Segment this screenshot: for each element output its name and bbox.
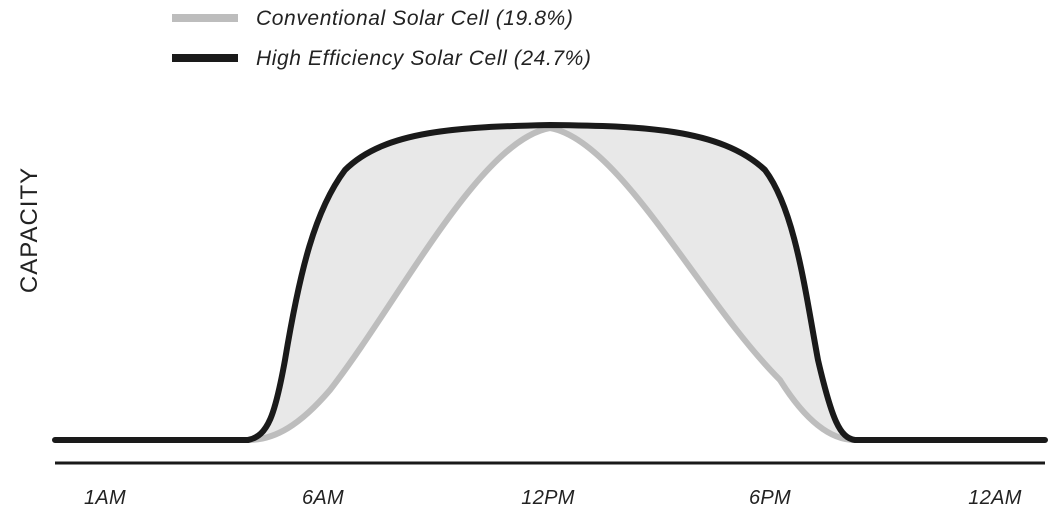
legend: Conventional Solar Cell (19.8%) High Eff…: [172, 7, 592, 70]
series-line-high-efficiency: [52, 122, 1048, 443]
x-tick-label-1am: 1AM: [84, 487, 126, 509]
x-tick-label-6am: 6AM: [302, 487, 344, 509]
y-axis-label: CAPACITY: [16, 167, 43, 293]
legend-label-conventional: Conventional Solar Cell (19.8%): [256, 7, 573, 30]
x-tick-label-6pm: 6PM: [749, 487, 791, 509]
difference-area: [248, 125, 855, 440]
x-tick-label-12am: 12AM: [968, 487, 1021, 509]
x-tick-label-12pm: 12PM: [521, 487, 574, 509]
legend-label-high-efficiency: High Efficiency Solar Cell (24.7%): [256, 47, 592, 70]
